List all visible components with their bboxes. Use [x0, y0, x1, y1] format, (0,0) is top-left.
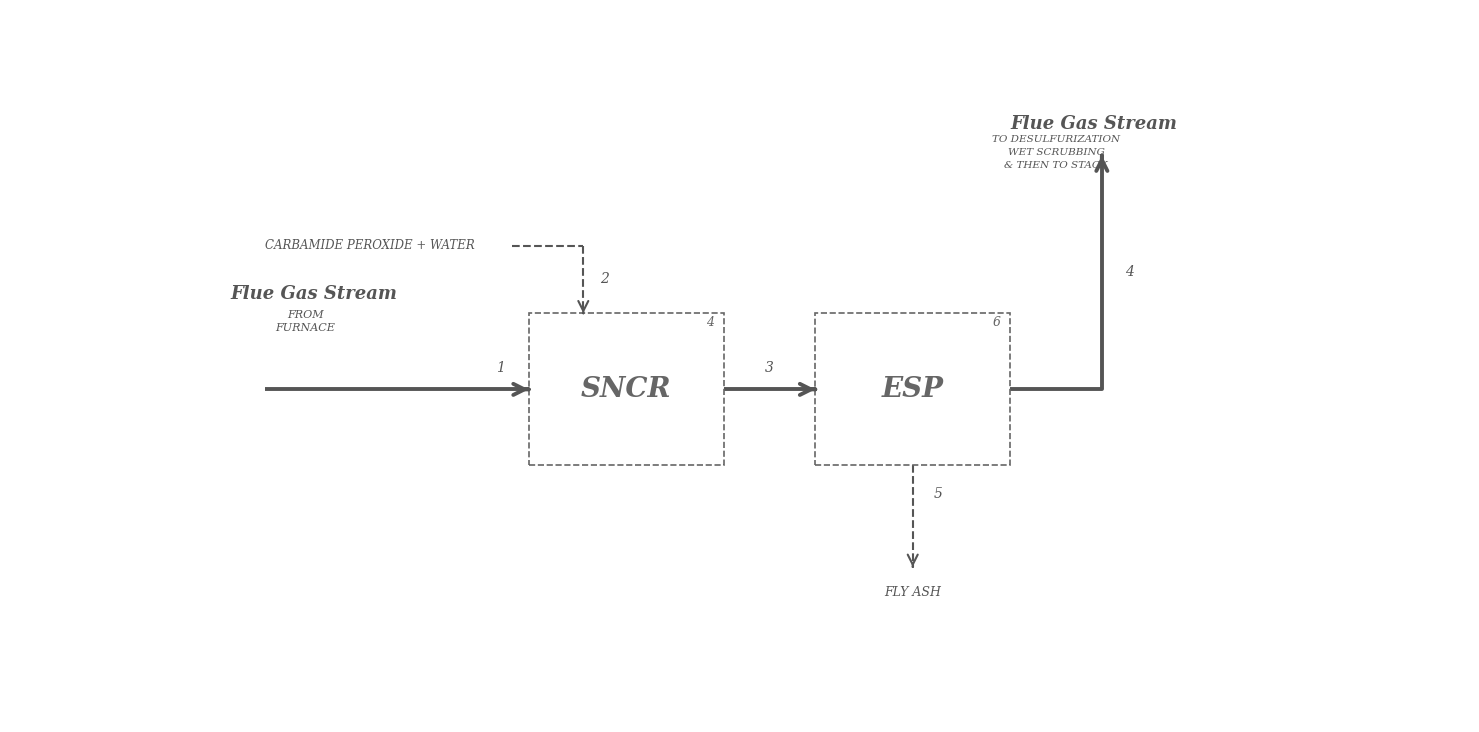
Text: Flue Gas Stream: Flue Gas Stream [231, 285, 398, 302]
Text: 2: 2 [600, 272, 609, 286]
Text: 4: 4 [1126, 266, 1134, 280]
Text: FROM
FURNACE: FROM FURNACE [275, 310, 336, 333]
Bar [529, 313, 723, 466]
Text: Flue Gas Stream: Flue Gas Stream [1010, 116, 1177, 133]
Text: CARBAMIDE PEROXIDE + WATER: CARBAMIDE PEROXIDE + WATER [265, 239, 475, 252]
Text: SNCR: SNCR [581, 376, 671, 403]
Text: ESP: ESP [881, 376, 944, 403]
Text: 5: 5 [933, 487, 942, 501]
Text: 4: 4 [707, 316, 714, 329]
Text: 1: 1 [495, 362, 504, 376]
Text: FLY ASH: FLY ASH [884, 586, 941, 599]
Text: 6: 6 [992, 316, 1001, 329]
Text: TO DESULFURIZATION
WET SCRUBBING
& THEN TO STACK: TO DESULFURIZATION WET SCRUBBING & THEN … [992, 135, 1120, 171]
Bar [815, 313, 1010, 466]
Text: 3: 3 [765, 362, 774, 376]
